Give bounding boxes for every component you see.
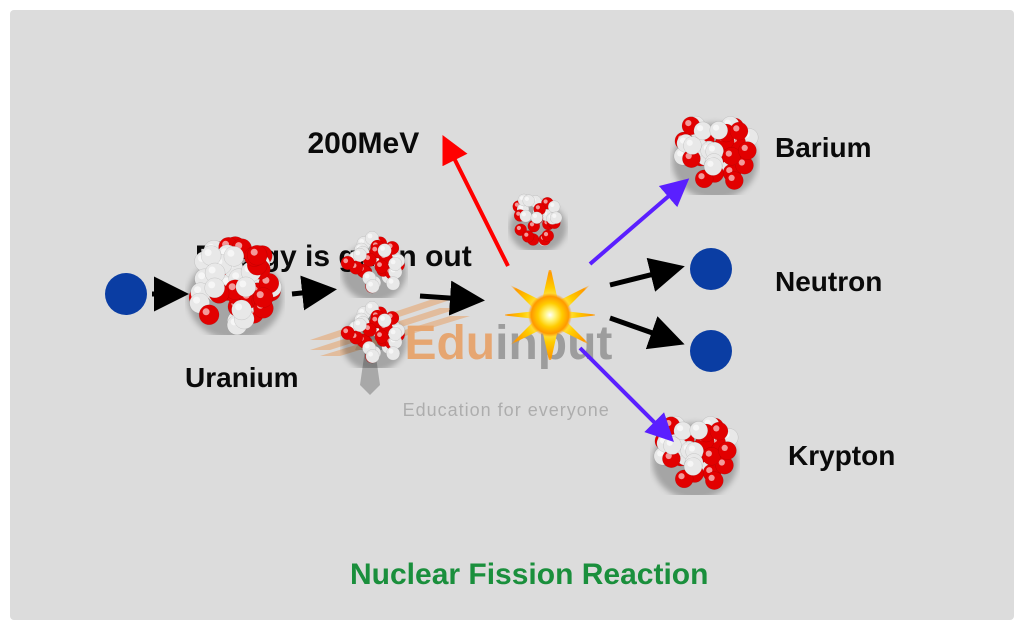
emitted-neutron-2 <box>690 330 732 372</box>
fission-burst <box>505 270 595 360</box>
energy-line1: 200MeV <box>195 125 472 163</box>
diagram-canvas: Eduinput Education for everyone 200MeV E… <box>10 10 1014 620</box>
barium-label: Barium <box>775 132 871 164</box>
emitted-neutron-1 <box>690 248 732 290</box>
compound-top <box>340 230 408 298</box>
watermark-tagline: Education for everyone <box>400 400 612 421</box>
krypton-label: Krypton <box>788 440 895 472</box>
uranium-nucleus <box>185 235 285 335</box>
barium-nucleus <box>670 105 760 195</box>
krypton-nucleus <box>650 405 740 495</box>
diagram-title: Nuclear Fission Reaction <box>350 558 708 592</box>
compound-bottom <box>340 300 408 368</box>
split-fragment-top <box>508 190 568 250</box>
incoming-neutron <box>105 273 147 315</box>
uranium-label: Uranium <box>185 362 299 394</box>
neutron-label: Neutron <box>775 266 882 298</box>
